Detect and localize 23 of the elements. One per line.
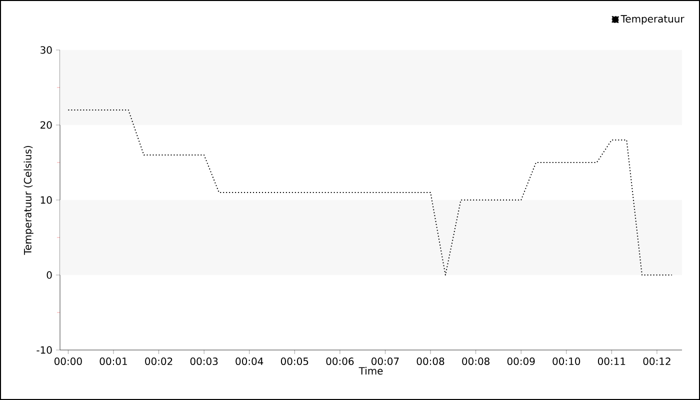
x-tick-label: 00:09 [507, 358, 535, 366]
y-tick-label: -10 [36, 346, 52, 354]
x-tick-label: 00:07 [372, 358, 399, 366]
y-tick-label: 20 [40, 121, 52, 129]
x-tick-label: 00:04 [236, 358, 264, 366]
line-series [68, 110, 672, 276]
x-tick-label: 00:11 [598, 358, 626, 366]
x-tick-label: 00:00 [54, 358, 82, 366]
y-axis-title: Temperatuur (Celsius) [24, 146, 34, 255]
x-tick-label: 00:08 [416, 358, 444, 366]
y-tick-label: 30 [40, 46, 52, 54]
x-tick-label: 00:03 [190, 358, 218, 366]
x-tick-label: 00:05 [280, 358, 308, 366]
x-tick-label: 00:12 [643, 358, 670, 366]
legend-label: Temperatuur [620, 15, 684, 25]
x-axis-title: Time [358, 366, 383, 375]
x-tick-label: 00:08 [462, 358, 490, 366]
x-tick-label: 00:10 [552, 358, 580, 366]
y-tick-label: 10 [40, 196, 52, 204]
y-tick-label: 0 [46, 271, 52, 279]
x-tick-label: 00:02 [145, 358, 172, 366]
x-tick-label: 00:01 [100, 358, 127, 366]
x-tick-label: 00:06 [326, 358, 354, 366]
